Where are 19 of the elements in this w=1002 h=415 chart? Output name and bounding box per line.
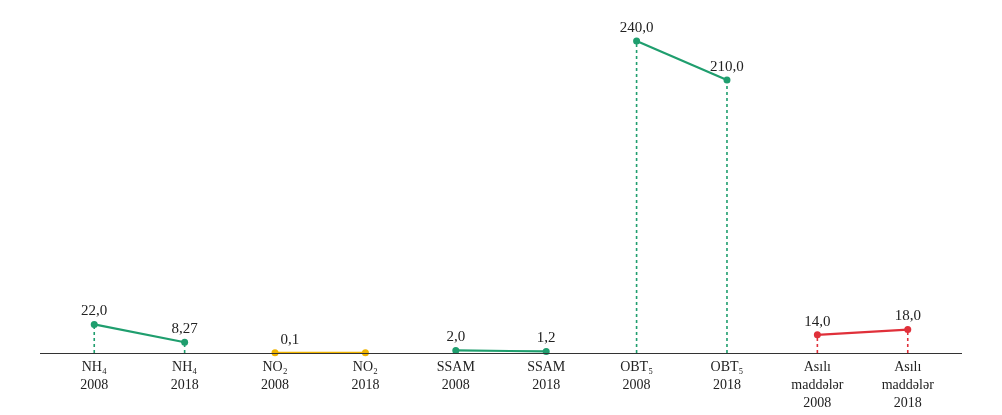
x-tick-label: Asılı maddələr 2008 [791, 358, 844, 411]
x-tick-label: NO₂ 2018 [351, 358, 380, 392]
x-tick-label: NO₂ 2008 [261, 358, 290, 392]
data-label: 8,27 [171, 320, 199, 337]
x-tick-label: SSAM 2008 [436, 358, 476, 392]
data-label: 240,0 [619, 18, 654, 35]
x-tick-label: Asılı maddələr 2018 [881, 358, 935, 411]
x-tick-label: NH₄ 2018 [170, 358, 199, 392]
data-label: 2,0 [446, 328, 466, 345]
data-label: 18,0 [894, 307, 921, 324]
data-label: 1,2 [536, 329, 556, 346]
data-label: 14,0 [804, 312, 831, 329]
x-tick-label: SSAM 2018 [527, 358, 566, 392]
x-tick-label: OBT₅ 2008 [620, 358, 654, 392]
x-tick-label: NH₄ 2008 [80, 358, 109, 392]
data-label: 0,1 [280, 330, 300, 347]
x-tick-label: OBT₅ 2018 [710, 358, 744, 392]
data-label: 210,0 [710, 57, 744, 74]
data-label: 22,0 [81, 302, 108, 319]
